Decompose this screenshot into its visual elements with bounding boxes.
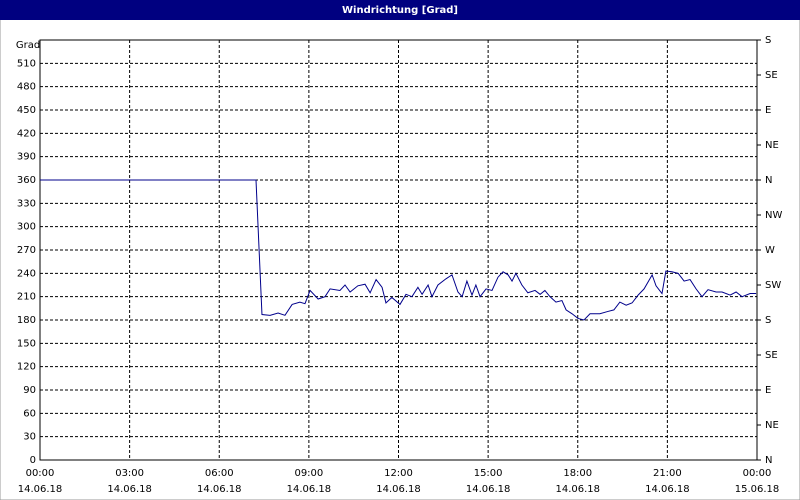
y-tick-label: 180 (17, 315, 36, 326)
y2-tick-label: NW (765, 210, 782, 221)
chart-title: Windrichtung [Grad] (342, 5, 458, 16)
x-tick-label: 21:00 (653, 468, 682, 479)
x-tick-date: 14.06.18 (555, 484, 600, 495)
y-tick-label: 270 (17, 245, 36, 256)
x-tick-date: 14.06.18 (18, 484, 63, 495)
x-tick-date: 14.06.18 (107, 484, 152, 495)
y-tick-label: 90 (23, 385, 36, 396)
y2-tick-label: E (765, 105, 771, 116)
y2-tick-label: N (765, 455, 772, 466)
y-tick-label: 510 (17, 58, 36, 69)
y-tick-label: 150 (17, 338, 36, 349)
y-tick-label: 360 (17, 175, 36, 186)
y-tick-label: 120 (17, 362, 36, 373)
title-bar (0, 0, 800, 20)
y-tick-label: 390 (17, 152, 36, 163)
x-tick-date: 14.06.18 (197, 484, 242, 495)
x-tick-label: 15:00 (474, 468, 503, 479)
y2-tick-label: W (765, 245, 775, 256)
y2-tick-label: NE (765, 140, 779, 151)
y2-tick-label: SE (765, 70, 778, 81)
x-tick-date: 15.06.18 (735, 484, 780, 495)
x-tick-label: 00:00 (26, 468, 55, 479)
y-tick-label: 0 (30, 455, 36, 466)
x-tick-date: 14.06.18 (645, 484, 690, 495)
y2-tick-label: S (765, 315, 771, 326)
y-tick-label: 210 (17, 292, 36, 303)
y-tick-label: 30 (23, 432, 36, 443)
x-tick-label: 12:00 (384, 468, 413, 479)
y-tick-label: 60 (23, 408, 36, 419)
y2-tick-label: S (765, 35, 771, 46)
y-tick-label: 420 (17, 128, 36, 139)
x-tick-date: 14.06.18 (466, 484, 511, 495)
y2-tick-label: SW (765, 280, 781, 291)
data-line (40, 179, 757, 321)
y-tick-label: 480 (17, 82, 36, 93)
x-tick-label: 18:00 (563, 468, 592, 479)
y-tick-label: 240 (17, 268, 36, 279)
y2-tick-label: NE (765, 420, 779, 431)
plot-frame (39, 39, 758, 461)
y2-tick-label: N (765, 175, 772, 186)
x-tick-label: 00:00 (743, 468, 772, 479)
y-tick-label: 300 (17, 222, 36, 233)
x-tick-date: 14.06.18 (376, 484, 421, 495)
x-tick-label: 06:00 (205, 468, 234, 479)
x-tick-label: 03:00 (115, 468, 144, 479)
y-axis-label: Grad (16, 40, 40, 51)
x-tick-date: 14.06.18 (287, 484, 332, 495)
y2-tick-label: SE (765, 350, 778, 361)
y-tick-label: 450 (17, 105, 36, 116)
y2-tick-label: E (765, 385, 771, 396)
y-tick-label: 330 (17, 198, 36, 209)
x-tick-label: 09:00 (294, 468, 323, 479)
